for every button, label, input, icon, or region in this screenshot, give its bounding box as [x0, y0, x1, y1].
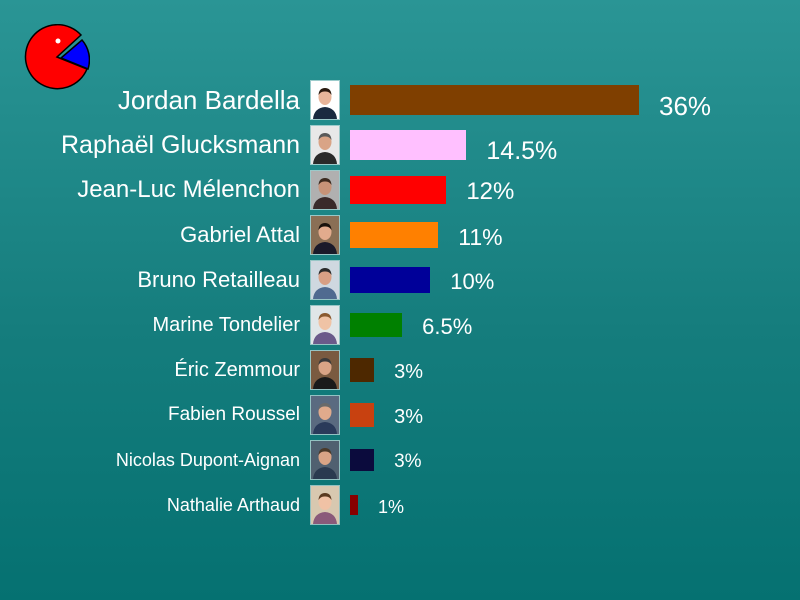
portrait-icon: [310, 305, 340, 345]
portrait-icon: [310, 125, 340, 165]
category-label: Éric Zemmour: [174, 358, 300, 381]
chart-row: Nicolas Dupont-Aignan 3%: [0, 440, 800, 480]
category-label: Gabriel Attal: [180, 222, 300, 247]
bar: [350, 222, 439, 248]
chart-row: Jean-Luc Mélenchon 12%: [0, 170, 800, 210]
portrait-icon: [310, 80, 340, 120]
category-label: Fabien Roussel: [167, 404, 300, 425]
value-label: 1%: [378, 496, 405, 517]
category-label: Marine Tondelier: [152, 313, 301, 336]
value-label: 10%: [450, 269, 495, 294]
category-label: Bruno Retailleau: [137, 267, 300, 292]
category-label: Jordan Bardella: [117, 84, 300, 115]
value-label: 3%: [394, 405, 423, 428]
value-label: 14.5%: [486, 136, 558, 165]
chart-row: Raphaël Glucksmann 14.5%: [0, 125, 800, 165]
portrait-icon: [310, 485, 340, 525]
bar: [350, 313, 403, 337]
chart-row: Fabien Roussel 3%: [0, 395, 800, 435]
chart-row: Bruno Retailleau 10%: [0, 260, 800, 300]
chart-row: Jordan Bardella 36%: [0, 80, 800, 121]
value-label: 3%: [394, 360, 423, 383]
bar: [350, 176, 447, 204]
bar: [350, 267, 431, 293]
portrait-icon: [310, 215, 340, 255]
category-label: Nicolas Dupont-Aignan: [115, 449, 300, 470]
category-label: Jean-Luc Mélenchon: [77, 176, 300, 203]
chart-row: Nathalie Arthaud 1%: [0, 485, 800, 525]
bar: [350, 449, 375, 471]
value-label: 11%: [458, 223, 503, 250]
chart-row: Gabriel Attal 11%: [0, 215, 800, 255]
category-label: Raphaël Glucksmann: [60, 130, 300, 159]
bar: [350, 403, 375, 427]
portrait-icon: [310, 260, 340, 300]
value-label: 6.5%: [422, 314, 473, 339]
pacman-pie-icon: [24, 23, 91, 90]
value-label: 3%: [394, 451, 422, 472]
bar: [350, 495, 359, 515]
portrait-icon: [310, 440, 340, 480]
bar: [350, 130, 467, 160]
bar: [350, 358, 375, 382]
chart-row: Éric Zemmour 3%: [0, 350, 800, 390]
value-label: 12%: [466, 178, 515, 205]
category-label: Nathalie Arthaud: [166, 494, 300, 515]
bar: [350, 85, 639, 115]
portrait-icon: [310, 170, 340, 210]
value-label: 36%: [659, 90, 712, 121]
portrait-icon: [310, 395, 340, 435]
portrait-icon: [310, 350, 340, 390]
chart-row: Marine Tondelier 6.5%: [0, 305, 800, 345]
